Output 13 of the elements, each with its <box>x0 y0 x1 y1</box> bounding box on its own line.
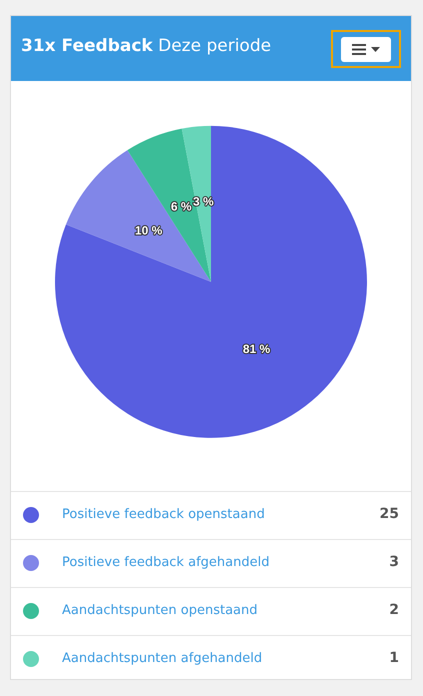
legend-label: Positieve feedback openstaand <box>62 507 265 522</box>
data-label: 10 % <box>134 223 163 238</box>
data-label: 6 % <box>170 200 192 214</box>
text: 2 <box>389 602 399 618</box>
legend-label: Aandachtspunten openstaand <box>62 603 258 618</box>
text: 25 <box>380 506 399 522</box>
legend-label: Aandachtspunten afgehandeld <box>62 651 262 666</box>
chart-subtitle: Deze periode <box>158 36 272 56</box>
chart-title: 31x Feedback <box>21 36 153 56</box>
text: 3 <box>389 554 399 570</box>
text: 1 <box>389 650 399 666</box>
legend-label: Positieve feedback afgehandeld <box>62 555 270 570</box>
data-label: 81 % <box>242 342 271 356</box>
